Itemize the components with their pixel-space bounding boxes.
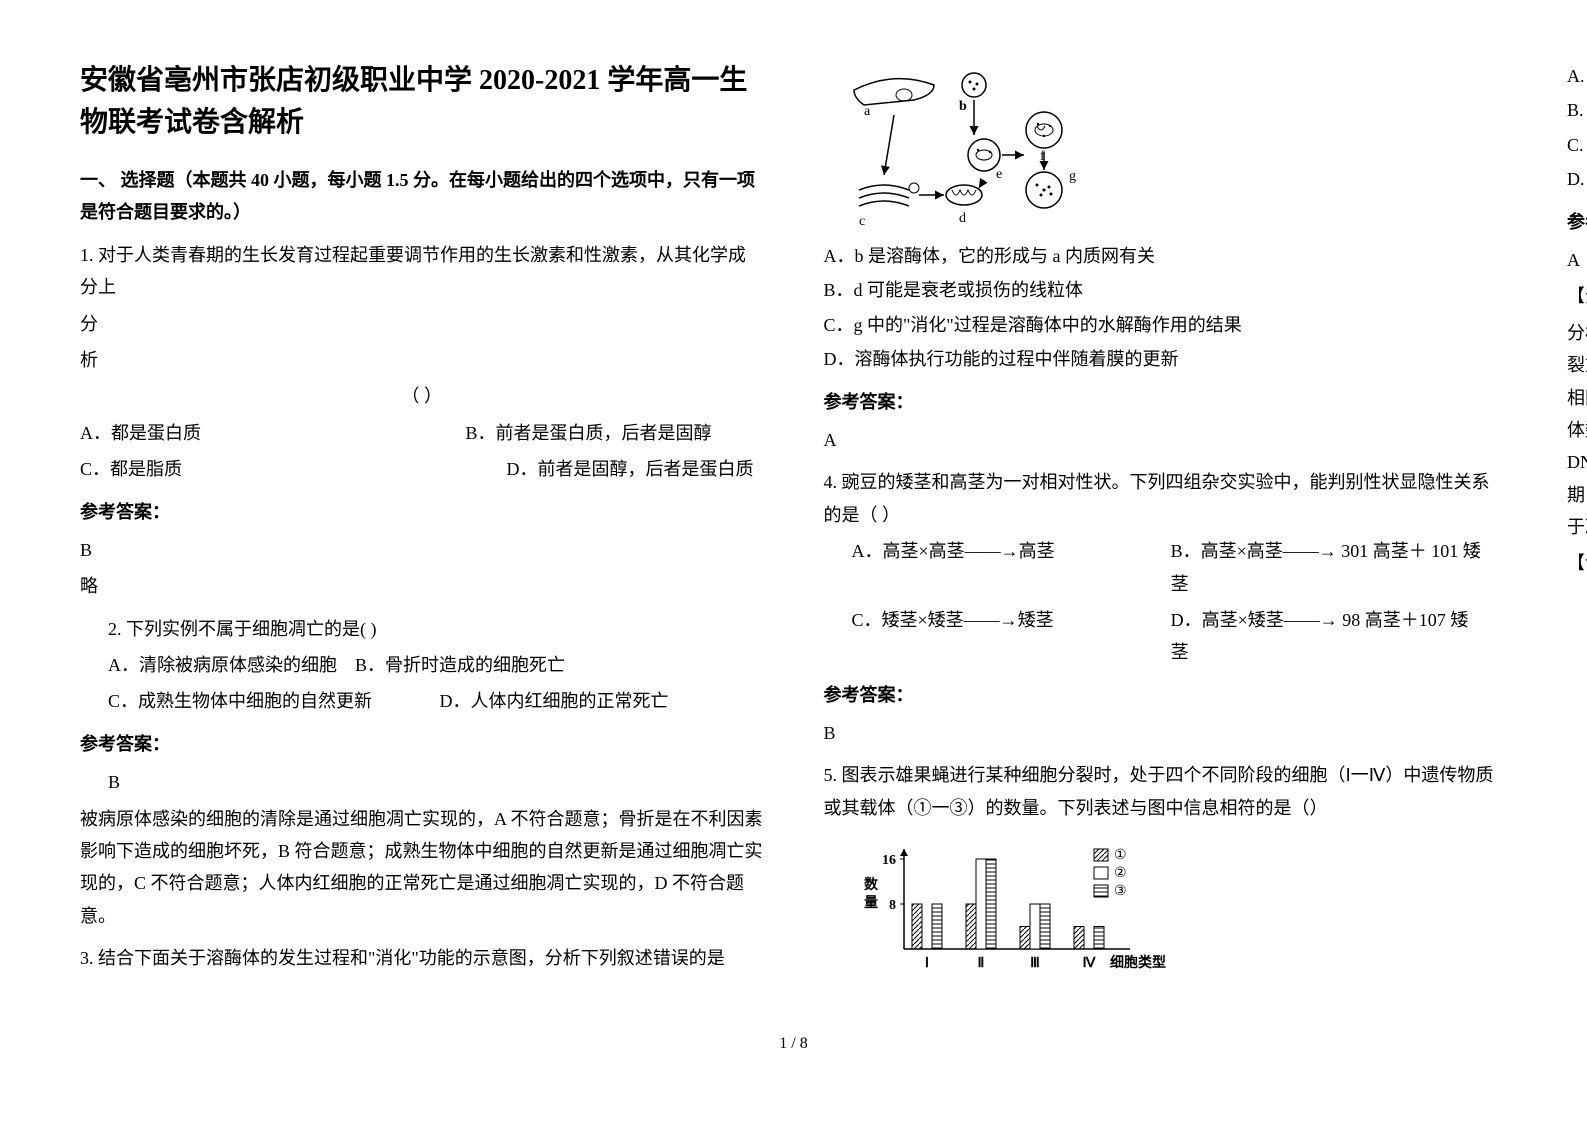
q2-options-cd: C．成熟生物体中细胞的自然更新 D．人体内红细胞的正常死亡	[108, 685, 764, 717]
page-number: 1 / 8	[80, 1030, 1507, 1059]
q5-optC: C. Ⅱ所处阶段可发生染色体数目加倍	[1567, 129, 1587, 161]
q1-optD: D．前者是固醇，后者是蛋白质	[507, 453, 754, 485]
answer-label: 参考答案：	[824, 386, 1508, 418]
section-header: 一、 选择题（本题共 40 小题，每小题 1.5 分。在每小题给出的四个选项中，…	[80, 164, 764, 229]
q1-explain: 略	[80, 570, 764, 602]
q2-optA: A．清除被病原体感染的细胞	[108, 655, 337, 675]
q1-paren: （ ）	[80, 380, 764, 412]
figure-label-b: b	[959, 99, 967, 114]
svg-text:②: ②	[1114, 866, 1127, 881]
q2-options-ab: A．清除被病原体感染的细胞 B．骨折时造成的细胞死亡	[108, 649, 764, 681]
question-4: 4. 豌豆的矮茎和高茎为一对相对性状。下列四组杂交实验中，能判别性状显隐性关系的…	[824, 466, 1508, 668]
q4-optD: D．高茎×矮茎——→ 98 高茎＋107 矮茎	[1171, 604, 1486, 669]
q4-optC: C．矮茎×矮茎——→矮茎	[852, 604, 1167, 636]
question-5: 5. 图表示雄果蝇进行某种细胞分裂时，处于四个不同阶段的细胞（Ⅰ一Ⅳ）中遗传物质…	[824, 759, 1508, 824]
q1-stem: 1. 对于人类青春期的生长发育过程起重要调节作用的生长激素和性激素，从其化学成分…	[80, 239, 764, 304]
question-2: 2. 下列实例不属于细胞凋亡的是( ) A．清除被病原体感染的细胞 B．骨折时造…	[108, 613, 764, 718]
svg-text:Ⅲ: Ⅲ	[1030, 956, 1040, 971]
svg-text:①: ①	[1114, 848, 1127, 863]
q3-stem: 3. 结合下面关于溶酶体的发生过程和"消化"功能的示意图，分析下列叙述错误的是	[80, 942, 764, 974]
q2-optB: B．骨折时造成的细胞死亡	[355, 655, 565, 675]
q5-detail-label: 【详解】	[1567, 553, 1587, 573]
q1-line2: 析	[80, 344, 764, 376]
svg-text:Ⅱ: Ⅱ	[977, 956, 984, 971]
q5-optA: A. Ⅰ一Ⅳ中①的数量比是 2:2:1:1	[1567, 60, 1587, 92]
q2-stem: 2. 下列实例不属于细胞凋亡的是( )	[108, 613, 764, 645]
q5-chart: 8 16数量 Ⅰ Ⅱ Ⅲ Ⅳ 细胞类型 ① ② ③	[844, 834, 1508, 984]
q5-optD: D. Ⅲ代表初级精母细胞	[1567, 163, 1587, 195]
q3-answer: A	[824, 424, 1508, 456]
q1-optA: A．都是蛋白质	[80, 423, 201, 443]
q2-explain: 被病原体感染的细胞的清除是通过细胞凋亡实现的，A 不符合题意；骨折是在不利因素影…	[80, 803, 764, 933]
q5-analysis: 分析题图：图中①为染色体，②为染色单体，③为 DNA；根据Ⅳ中数目可知，这种分裂…	[1567, 317, 1587, 544]
q3-optB: B．d 可能是衰老或损伤的线粒体	[824, 274, 1508, 306]
q3-optA: A．b 是溶酶体，它的形成与 a 内质网有关	[824, 240, 1508, 272]
figure-label-d: d	[959, 211, 966, 226]
figure-label-c: c	[859, 214, 865, 229]
svg-text:8: 8	[889, 898, 896, 913]
q1-options-cd: C．都是脂质 D．前者是固醇，后者是蛋白质	[80, 453, 764, 485]
svg-text:量: 量	[864, 895, 878, 911]
q3-optD: D．溶酶体执行功能的过程中伴随着膜的更新	[824, 343, 1508, 375]
q4-options-cd: C．矮茎×矮茎——→矮茎 D．高茎×矮茎——→ 98 高茎＋107 矮茎	[852, 604, 1508, 669]
svg-text:③: ③	[1114, 884, 1127, 899]
svg-text:细胞类型: 细胞类型	[1110, 954, 1166, 971]
q5-stem: 5. 图表示雄果蝇进行某种细胞分裂时，处于四个不同阶段的细胞（Ⅰ一Ⅳ）中遗传物质…	[824, 759, 1508, 824]
q2-answer: B	[108, 766, 764, 798]
q4-stem: 4. 豌豆的矮茎和高茎为一对相对性状。下列四组杂交实验中，能判别性状显隐性关系的…	[824, 466, 1508, 531]
svg-text:Ⅰ: Ⅰ	[924, 956, 928, 971]
q2-optD: D．人体内红细胞的正常死亡	[440, 691, 669, 711]
q5-analysis-label: 【分析】	[1567, 280, 1587, 312]
q5-optB: B. ②代表染色单体在减数第 1 次分裂结束时消失	[1567, 94, 1587, 126]
q1-optB: B．前者是蛋白质，后者是固醇	[466, 417, 712, 449]
svg-text:数: 数	[864, 876, 879, 893]
figure-label-a: a	[864, 104, 871, 119]
q2-optC: C．成熟生物体中细胞的自然更新	[108, 691, 372, 711]
q5-detail: 【详解】A. Ⅰ-Ⅳ中①的数量分别为 8、8、4、4，数量比是 2:2:1:1，…	[1567, 547, 1587, 579]
answer-label: 参考答案：	[1567, 206, 1587, 238]
figure-label-g: g	[1069, 169, 1076, 184]
svg-text:Ⅳ: Ⅳ	[1082, 956, 1096, 971]
q4-optB: B．高茎×高茎——→ 301 高茎＋ 101 矮茎	[1171, 535, 1486, 600]
page-title: 安徽省亳州市张店初级职业中学 2020-2021 学年高一生物联考试卷含解析	[80, 60, 764, 144]
q5-answer: A	[1567, 244, 1587, 276]
q1-line1: 分	[80, 308, 764, 340]
q1-options-ab: A．都是蛋白质 B．前者是蛋白质，后者是固醇	[80, 417, 764, 449]
q4-options-ab: A．高茎×高茎——→高茎 B．高茎×高茎——→ 301 高茎＋ 101 矮茎	[852, 535, 1508, 600]
answer-label: 参考答案：	[80, 496, 764, 528]
svg-text:16: 16	[882, 853, 896, 868]
q3-optC: C．g 中的"消化"过程是溶酶体中的水解酶作用的结果	[824, 309, 1508, 341]
question-1: 1. 对于人类青春期的生长发育过程起重要调节作用的生长激素和性激素，从其化学成分…	[80, 239, 764, 486]
q3-figure: a b c d e	[844, 60, 1508, 230]
q1-optC: C．都是脂质	[80, 459, 182, 479]
q4-answer: B	[824, 717, 1508, 749]
question-3: 3. 结合下面关于溶酶体的发生过程和"消化"功能的示意图，分析下列叙述错误的是	[80, 942, 764, 974]
answer-label: 参考答案：	[80, 728, 764, 760]
figure-label-e: e	[996, 167, 1002, 182]
q4-optA: A．高茎×高茎——→高茎	[852, 535, 1167, 567]
q1-answer: B	[80, 534, 764, 566]
answer-label: 参考答案：	[824, 679, 1508, 711]
